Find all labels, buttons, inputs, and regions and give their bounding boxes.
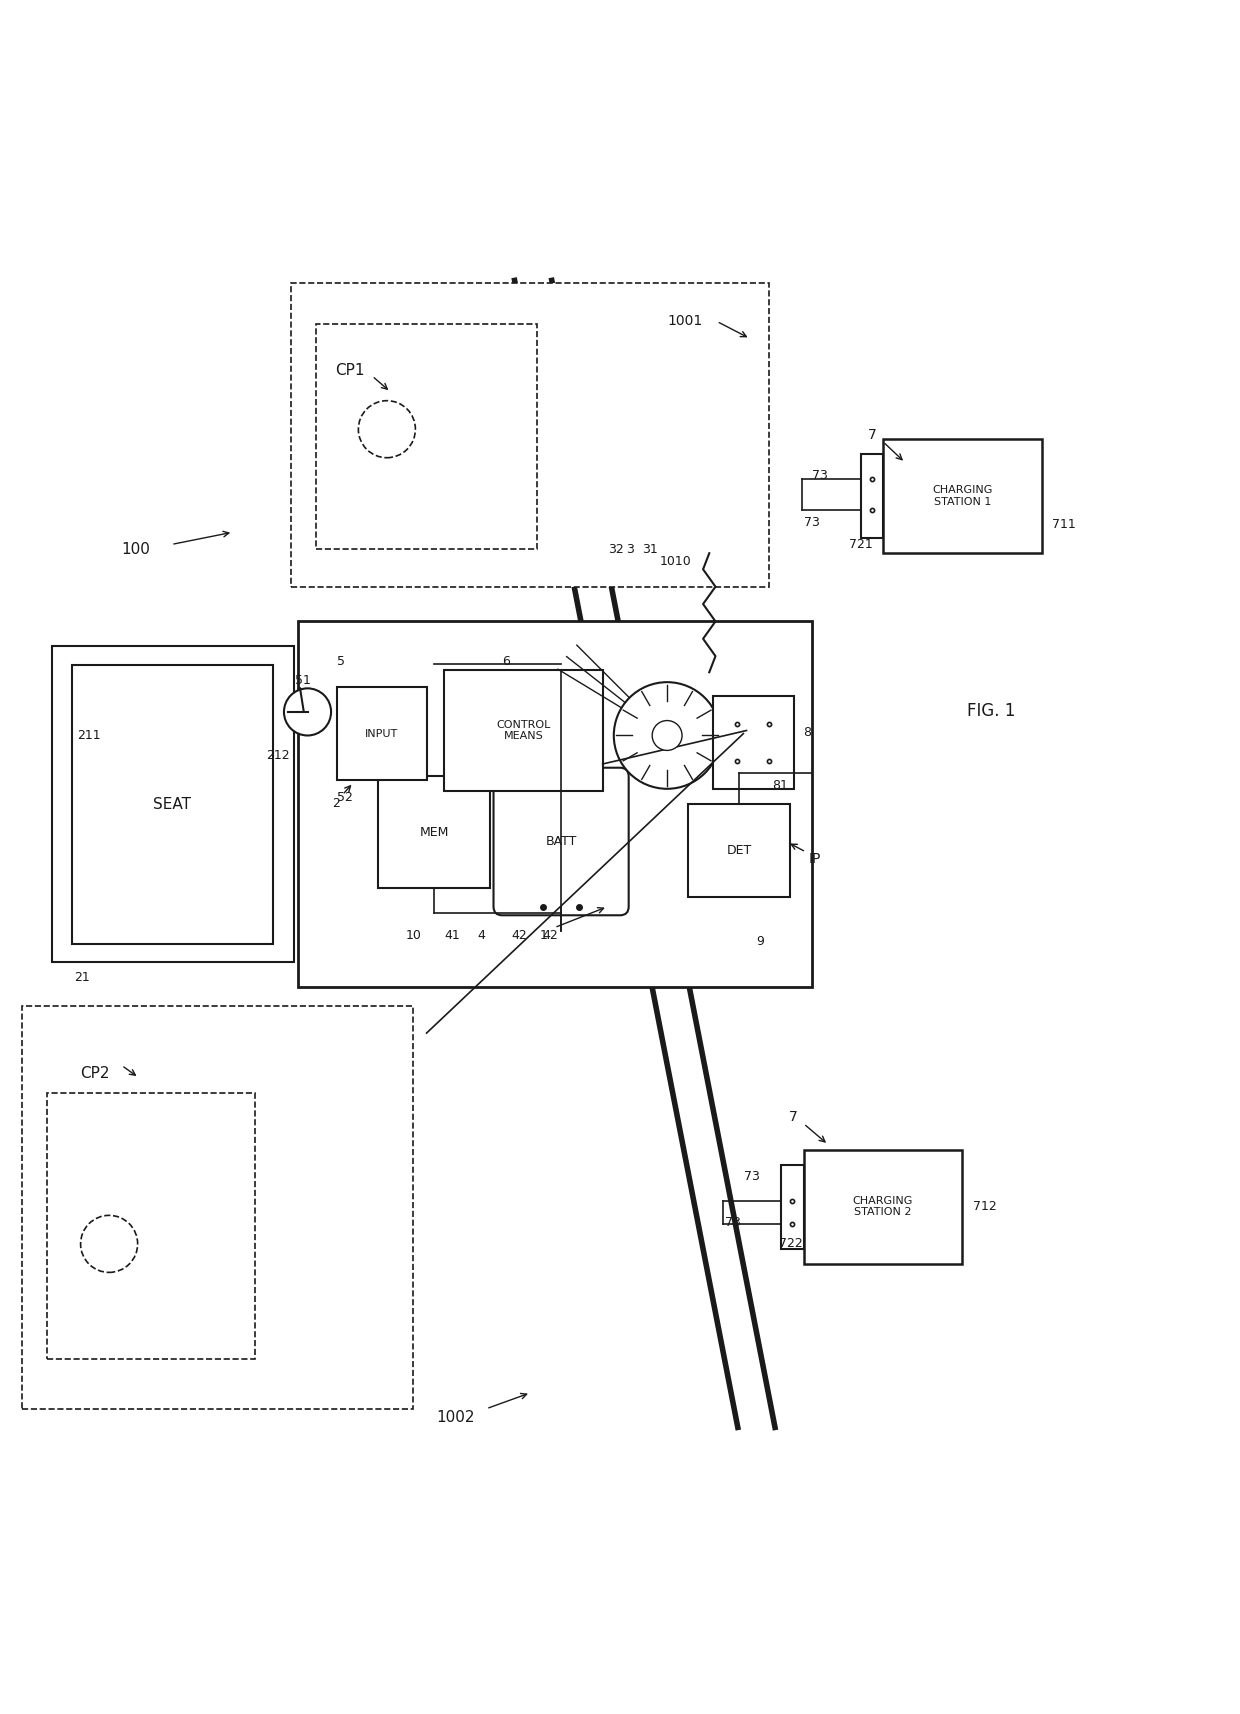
Text: SEAT: SEAT xyxy=(154,797,191,812)
Text: IP: IP xyxy=(808,852,821,867)
Text: 1002: 1002 xyxy=(436,1411,475,1424)
Text: 212: 212 xyxy=(267,749,290,761)
Bar xyxy=(713,696,794,788)
Text: 10: 10 xyxy=(405,929,422,941)
Circle shape xyxy=(614,682,720,788)
Text: 6: 6 xyxy=(502,655,510,667)
Bar xyxy=(72,665,273,944)
Bar xyxy=(883,439,1042,554)
Text: 31: 31 xyxy=(642,543,658,555)
Circle shape xyxy=(358,401,415,458)
Text: 73: 73 xyxy=(804,516,820,528)
Text: 711: 711 xyxy=(1052,518,1075,531)
Bar xyxy=(804,1150,962,1263)
Text: 41: 41 xyxy=(444,929,460,941)
Text: 73: 73 xyxy=(744,1171,760,1183)
Text: 8: 8 xyxy=(804,727,811,739)
Bar xyxy=(291,283,769,586)
Text: 1: 1 xyxy=(539,929,547,941)
Circle shape xyxy=(284,689,331,735)
Text: 211: 211 xyxy=(77,728,100,742)
Circle shape xyxy=(652,720,682,751)
Text: 52: 52 xyxy=(337,790,353,804)
Text: 73: 73 xyxy=(812,468,828,482)
Bar xyxy=(378,776,490,888)
Text: BATT: BATT xyxy=(546,835,577,848)
Text: 81: 81 xyxy=(773,778,789,792)
Bar xyxy=(298,622,812,987)
Text: CHARGING
STATION 2: CHARGING STATION 2 xyxy=(853,1196,913,1217)
Bar xyxy=(22,1006,413,1409)
Bar xyxy=(337,687,427,780)
Text: 9: 9 xyxy=(756,934,764,948)
Text: 73: 73 xyxy=(725,1217,742,1229)
Text: FIG. 1: FIG. 1 xyxy=(967,701,1016,720)
Bar xyxy=(688,804,790,896)
Text: CP2: CP2 xyxy=(81,1066,110,1082)
Text: 3: 3 xyxy=(626,543,634,555)
Bar xyxy=(47,1092,255,1359)
Text: 1001: 1001 xyxy=(667,314,702,329)
Bar xyxy=(781,1164,804,1250)
Text: 7: 7 xyxy=(789,1111,797,1124)
Circle shape xyxy=(81,1215,138,1272)
Text: 4: 4 xyxy=(477,929,485,941)
Text: CP1: CP1 xyxy=(335,363,365,379)
Text: 712: 712 xyxy=(973,1200,997,1214)
Bar xyxy=(861,454,883,538)
Text: INPUT: INPUT xyxy=(366,728,398,739)
Text: 1010: 1010 xyxy=(660,555,692,569)
Text: 7: 7 xyxy=(868,428,877,442)
Bar xyxy=(52,646,294,962)
Text: MEM: MEM xyxy=(419,826,449,838)
FancyBboxPatch shape xyxy=(494,768,629,915)
Text: 5: 5 xyxy=(337,655,345,667)
Bar xyxy=(316,324,537,550)
Text: 42: 42 xyxy=(511,929,527,941)
Text: 32: 32 xyxy=(608,543,624,555)
Text: DET: DET xyxy=(727,843,751,857)
Text: 722: 722 xyxy=(779,1238,802,1251)
Bar xyxy=(444,670,603,792)
Text: 42: 42 xyxy=(542,929,558,941)
Text: 2: 2 xyxy=(332,797,340,811)
Text: CONTROL
MEANS: CONTROL MEANS xyxy=(496,720,551,742)
Text: 721: 721 xyxy=(849,538,873,550)
Text: 21: 21 xyxy=(74,970,91,984)
Text: 51: 51 xyxy=(295,674,311,687)
Text: 100: 100 xyxy=(122,542,150,557)
Text: CHARGING
STATION 1: CHARGING STATION 1 xyxy=(932,485,992,507)
